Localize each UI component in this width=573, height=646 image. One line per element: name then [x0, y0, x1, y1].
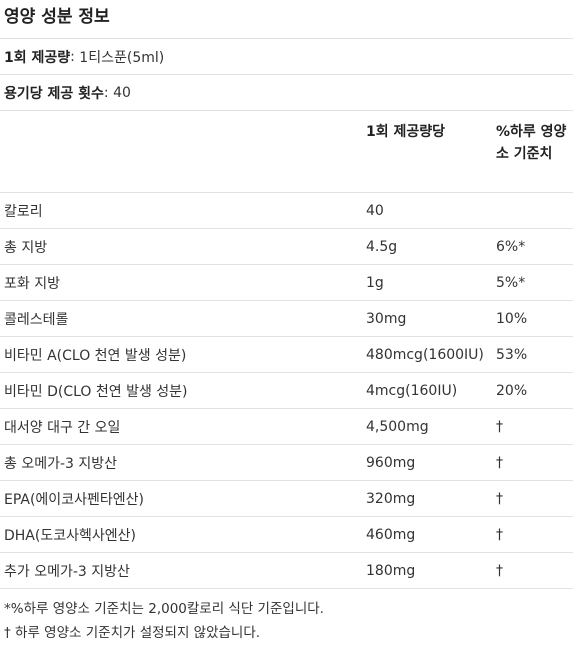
serving-size-value: 1티스푼(5ml)	[74, 49, 165, 66]
nutrient-daily-value: 5%*	[496, 274, 526, 291]
table-row: 콜레스테롤 30mg 10%	[0, 301, 573, 337]
nutrient-amount: 40	[366, 202, 384, 219]
nutrient-daily-value: 53%	[496, 346, 528, 363]
servings-per-container-label: 용기당 제공 횟수	[4, 85, 104, 102]
nutrient-name: 칼로리	[4, 203, 43, 220]
nutrient-name: 총 오메가-3 지방산	[4, 455, 118, 472]
nutrient-name: 비타민 A(CLO 천연 발생 성분)	[4, 347, 187, 364]
table-row: 대서양 대구 간 오일 4,500mg †	[0, 409, 573, 445]
header-daily-value: %하루 영양소 기준치	[496, 124, 567, 162]
serving-size-separator: :	[70, 48, 75, 65]
nutrient-name: 콜레스테롤	[4, 311, 69, 328]
table-row: 총 오메가-3 지방산 960mg †	[0, 445, 573, 481]
nutrient-table-body: 칼로리 40 총 지방 4.5g 6%* 포화 지방 1g 5%* 콜레스테롤 30mg 10% 비타…	[0, 193, 573, 589]
nutrient-amount: 960mg	[366, 454, 416, 471]
table-header: 1회 제공량당 %하루 영양소 기준치	[0, 111, 573, 193]
nutrient-name: 비타민 D(CLO 천연 발생 성분)	[4, 383, 188, 400]
table-row: 비타민 D(CLO 천연 발생 성분) 4mcg(160IU) 20%	[0, 373, 573, 409]
table-row: 포화 지방 1g 5%*	[0, 265, 573, 301]
nutrient-amount: 4.5g	[366, 238, 398, 255]
footnote-daily-value: *%하루 영양소 기준치는 2,000칼로리 식단 기준입니다.	[4, 601, 324, 617]
footnotes: *%하루 영양소 기준치는 2,000칼로리 식단 기준입니다. † 하루 영양…	[0, 589, 573, 645]
table-row: 추가 오메가-3 지방산 180mg †	[0, 553, 573, 589]
table-row: 총 지방 4.5g 6%*	[0, 229, 573, 265]
panel-title: 영양 성분 정보	[0, 0, 573, 39]
nutrient-daily-value: 20%	[496, 382, 528, 399]
nutrient-daily-value: †	[496, 562, 503, 579]
nutrient-daily-value: †	[496, 454, 503, 471]
nutrient-daily-value: 10%	[496, 310, 528, 327]
table-row: 비타민 A(CLO 천연 발생 성분) 480mcg(1600IU) 53%	[0, 337, 573, 373]
nutrient-amount: 460mg	[366, 526, 416, 543]
nutrient-amount: 4mcg(160IU)	[366, 382, 458, 399]
nutrient-amount: 180mg	[366, 562, 416, 579]
servings-per-container-separator: :	[103, 84, 109, 101]
serving-size-row: 1회 제공량: 1티스푼(5ml)	[0, 39, 573, 75]
nutrient-name: DHA(도코사헥사엔산)	[4, 527, 136, 544]
nutrient-name: 대서양 대구 간 오일	[4, 419, 121, 436]
nutrient-name: 추가 오메가-3 지방산	[4, 563, 130, 580]
footnote-not-established: † 하루 영양소 기준치가 설정되지 않았습니다.	[4, 625, 261, 641]
nutrient-amount: 1g	[366, 274, 384, 291]
nutrient-name: 총 지방	[4, 239, 48, 256]
nutrient-amount: 30mg	[366, 310, 407, 327]
nutrient-amount: 480mcg(1600IU)	[366, 346, 484, 363]
nutrient-name: 포화 지방	[4, 275, 60, 292]
nutrient-name: EPA(에이코사펜타엔산)	[4, 491, 144, 508]
nutrient-amount: 4,500mg	[366, 418, 429, 435]
nutrient-amount: 320mg	[366, 490, 416, 507]
table-row: EPA(에이코사펜타엔산) 320mg †	[0, 481, 573, 517]
nutrient-daily-value: †	[496, 526, 503, 543]
servings-per-container-row: 용기당 제공 횟수: 40	[0, 75, 573, 111]
nutrient-daily-value: †	[496, 418, 503, 435]
nutrient-daily-value: 6%*	[496, 238, 526, 255]
header-amount: 1회 제공량당	[366, 124, 446, 140]
table-row: DHA(도코사헥사엔산) 460mg †	[0, 517, 573, 553]
serving-size-label: 1회 제공량	[4, 49, 71, 66]
servings-per-container-value: 40	[108, 84, 131, 101]
nutrient-daily-value: †	[496, 490, 503, 507]
table-row: 칼로리 40	[0, 193, 573, 229]
